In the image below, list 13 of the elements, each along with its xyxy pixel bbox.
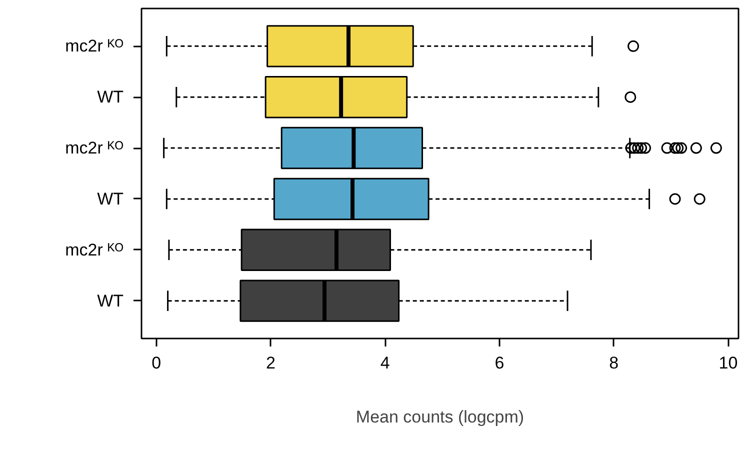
- y-tick-label: WT: [97, 189, 124, 208]
- x-tick-label: 10: [718, 354, 738, 372]
- y-tick-label: mc2r ᴷᴼ: [65, 36, 124, 56]
- x-tick-label: 4: [380, 354, 390, 372]
- x-tick-label: 8: [609, 354, 619, 372]
- x-tick-label: 2: [266, 354, 276, 372]
- x-axis-title: Mean counts (logcpm): [356, 408, 524, 426]
- y-tick-label: mc2r ᴷᴼ: [65, 240, 124, 260]
- x-tick-label: 6: [494, 354, 504, 372]
- y-tick-label: WT: [97, 88, 124, 107]
- y-tick-label: WT: [97, 291, 124, 310]
- x-tick-label: 0: [152, 354, 162, 372]
- y-tick-label: mc2r ᴷᴼ: [65, 138, 124, 158]
